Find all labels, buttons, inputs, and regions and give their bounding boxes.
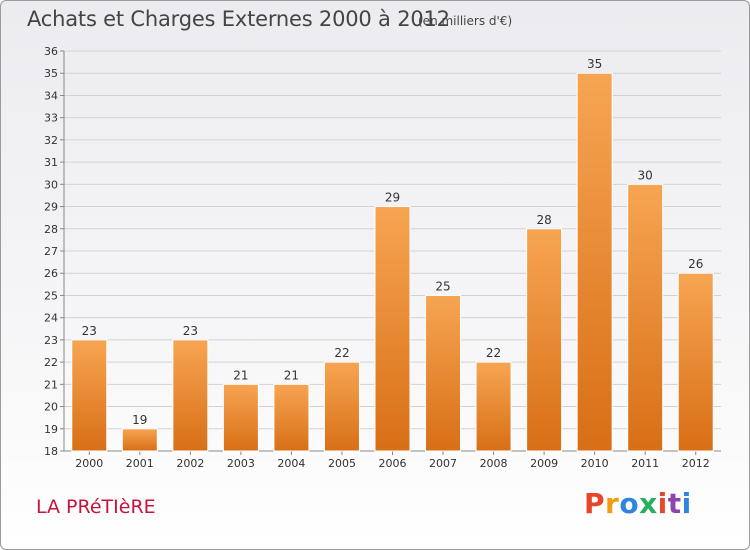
data-label: 26 (688, 257, 703, 271)
commune-name: LA PRéTIèRE (36, 496, 156, 518)
bar-2002 (172, 339, 209, 452)
x-tick-label: 2008 (480, 457, 508, 470)
proxiti-logo[interactable]: Proxiti (584, 487, 692, 520)
logo-letter: i (681, 487, 692, 520)
y-tick-label: 19 (44, 423, 58, 436)
x-tick-label: 2000 (75, 457, 103, 470)
y-tick-label: 31 (44, 156, 58, 169)
bar-2001 (121, 428, 158, 452)
bar-2011 (627, 183, 664, 452)
data-label: 21 (233, 368, 248, 382)
y-tick-label: 34 (44, 89, 58, 102)
axes: 18 19 20 21 22 23 24 25 26 27 28 29 30 31 32 33 34 35 36 20… (44, 45, 721, 470)
x-tick-label: 2011 (631, 457, 659, 470)
bar-2006 (374, 206, 411, 452)
y-tick-label: 25 (44, 289, 58, 302)
logo-letter: r (605, 487, 620, 520)
bar-2010 (576, 72, 613, 452)
data-label: 29 (385, 191, 400, 205)
y-tick-label: 26 (44, 267, 58, 280)
bar-2008 (475, 361, 512, 452)
bar-2007 (425, 294, 462, 452)
y-tick-label: 20 (44, 401, 58, 414)
data-label: 22 (486, 346, 501, 360)
x-tick-label: 2002 (176, 457, 204, 470)
data-label: 21 (284, 368, 299, 382)
data-label: 28 (536, 213, 551, 227)
bar-2004 (273, 383, 310, 452)
logo-letter: x (639, 487, 658, 520)
data-label: 23 (82, 324, 97, 338)
data-label: 22 (334, 346, 349, 360)
data-label: 23 (183, 324, 198, 338)
data-label: 25 (435, 279, 450, 293)
y-tick-label: 33 (44, 112, 58, 125)
y-tick-label: 27 (44, 245, 58, 258)
bar-2009 (526, 228, 563, 452)
y-tick-label: 24 (44, 312, 58, 325)
chart-title: Achats et Charges Externes 2000 à 2012 (27, 7, 450, 31)
bar-2012 (677, 272, 714, 452)
y-tick-label: 36 (44, 45, 58, 58)
data-labels: 23 19 23 21 21 22 29 25 22 28 35 30 26 (82, 57, 704, 427)
unit-label: (en milliers d'€) (418, 14, 513, 28)
data-label: 19 (132, 413, 147, 427)
x-tick-label: 2001 (126, 457, 154, 470)
bar-2003 (222, 383, 259, 452)
y-tick-label: 21 (44, 378, 58, 391)
x-tick-label: 2006 (379, 457, 407, 470)
y-tick-label: 35 (44, 67, 58, 80)
y-tick-label: 18 (44, 445, 58, 458)
x-tick-label: 2007 (429, 457, 457, 470)
bars (71, 72, 714, 452)
x-tick-label: 2004 (277, 457, 305, 470)
y-tick-label: 22 (44, 356, 58, 369)
y-tick-label: 30 (44, 178, 58, 191)
data-label: 30 (638, 168, 653, 182)
x-tick-label: 2005 (328, 457, 356, 470)
bar-2005 (323, 361, 360, 452)
x-tick-label: 2010 (581, 457, 609, 470)
logo-letter: o (619, 487, 640, 520)
x-tick-label: 2009 (530, 457, 558, 470)
x-tick-label: 2012 (682, 457, 710, 470)
bar-2000 (71, 339, 108, 452)
y-tick-label: 28 (44, 223, 58, 236)
logo-letter: t (667, 487, 682, 520)
y-tick-label: 32 (44, 134, 58, 147)
logo-letter: i (657, 487, 668, 520)
data-label: 35 (587, 57, 602, 71)
logo-letter: P (584, 487, 606, 520)
x-tick-label: 2003 (227, 457, 255, 470)
y-tick-label: 29 (44, 201, 58, 214)
y-tick-label: 23 (44, 334, 58, 347)
